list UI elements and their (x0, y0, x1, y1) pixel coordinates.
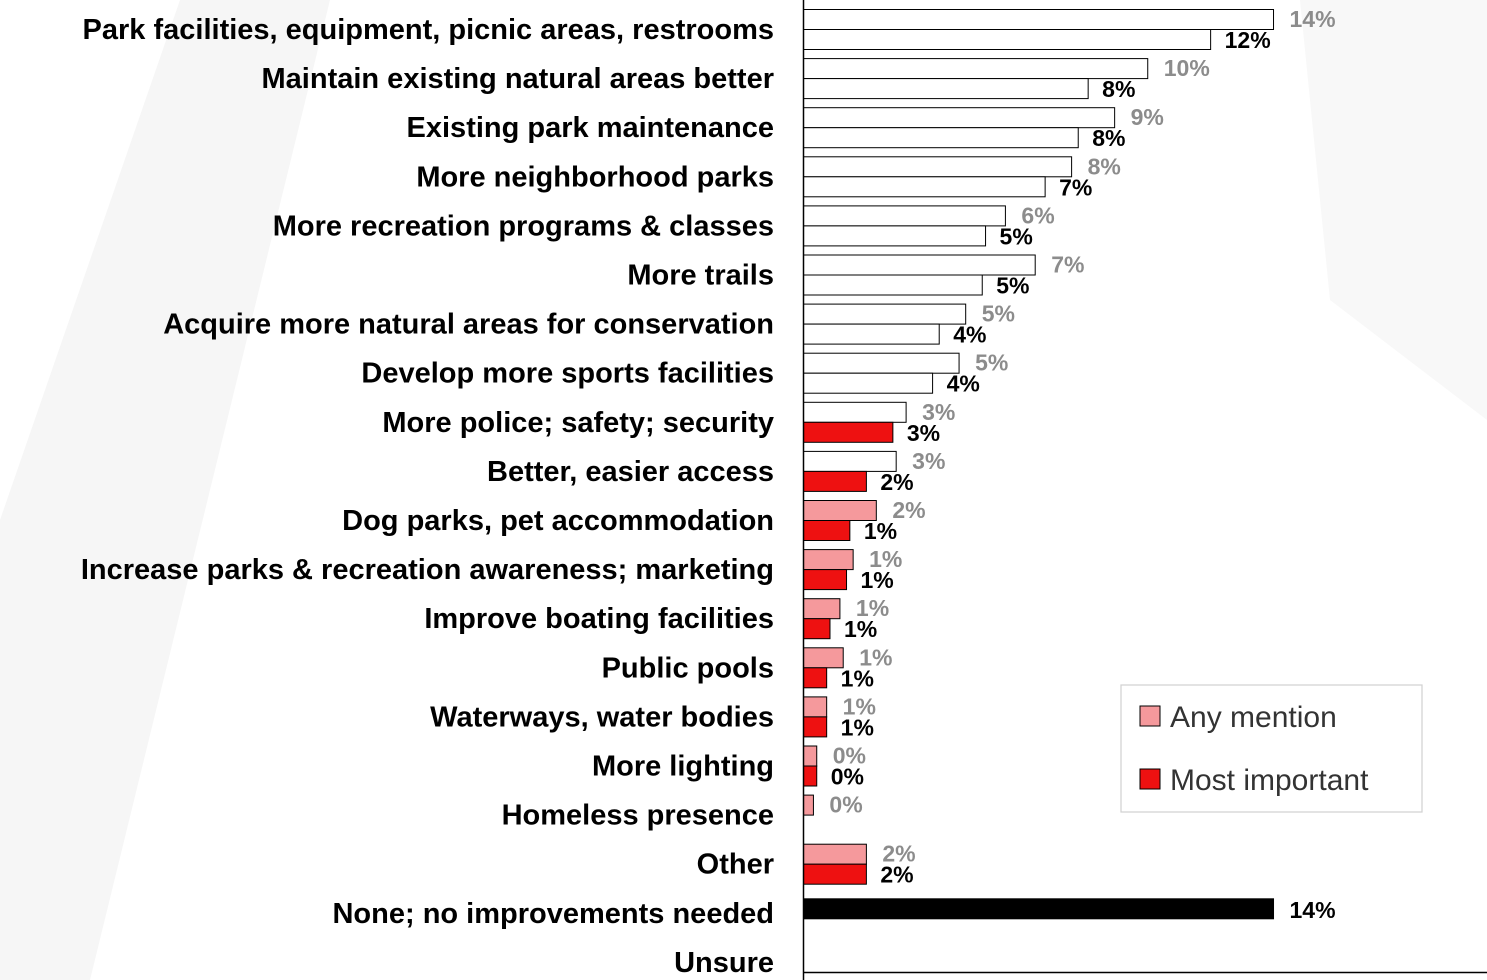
category-label-increase-parks-recreation-awareness-marketing: Increase parks & recreation awareness; m… (81, 554, 774, 586)
bar-any-mention-homeless-presence (803, 794, 814, 816)
bar-any-mention-improve-boating-facilities (803, 598, 841, 620)
category-label-none-no-improvements-needed: None; no improvements needed (332, 898, 774, 930)
category-label-acquire-more-natural-areas-for-conservation: Acquire more natural areas for conservat… (163, 309, 774, 341)
bar-any-mention-develop-more-sports-facilities (803, 352, 960, 374)
bar-most-important-increase-parks-recreation-awareness-marketing (803, 569, 848, 591)
data-label-any-mention-more-lighting: 0% (833, 743, 866, 769)
bar-most-important-existing-park-maintenance (803, 127, 1079, 149)
data-label-any-mention-park-facilities-equipment-picnic-areas-restrooms: 14% (1290, 6, 1336, 32)
bar-most-important-more-lighting (803, 765, 818, 787)
data-label-any-mention-existing-park-maintenance: 9% (1131, 104, 1164, 130)
legend-box (1120, 684, 1423, 813)
bar-any-mention-more-neighborhood-parks (803, 156, 1073, 178)
data-label-any-mention-acquire-more-natural-areas-for-conservation: 5% (982, 301, 1015, 327)
legend-label-most-important: Most important (1170, 764, 1369, 797)
data-label-any-mention-improve-boating-facilities: 1% (856, 595, 889, 621)
data-label-most-important-better-easier-access: 2% (880, 469, 913, 495)
bar-any-mention-more-lighting (803, 745, 818, 767)
data-label-any-mention-dog-parks-pet-accommodation: 2% (892, 497, 925, 523)
category-label-better-easier-access: Better, easier access (487, 456, 774, 488)
category-label-other: Other (697, 849, 774, 881)
bar-most-important-acquire-more-natural-areas-for-conservation (803, 323, 940, 345)
bar-any-mention-waterways-water-bodies (803, 696, 828, 718)
data-label-most-important-public-pools: 1% (841, 665, 874, 691)
legend-swatch-any-mention (1139, 705, 1161, 727)
data-label-most-important-develop-more-sports-facilities: 4% (947, 371, 980, 397)
data-label-most-important-acquire-more-natural-areas-for-conservation: 4% (953, 322, 986, 348)
data-label-any-mention-more-police-safety-security: 3% (922, 399, 955, 425)
bar-most-important-waterways-water-bodies (803, 716, 828, 738)
bar-any-mention-public-pools (803, 647, 844, 669)
data-label-most-important-more-lighting: 0% (831, 764, 864, 790)
category-label-existing-park-maintenance: Existing park maintenance (407, 112, 774, 144)
bar-any-mention-more-police-safety-security (803, 401, 907, 423)
category-label-public-pools: Public pools (602, 652, 774, 684)
data-label-any-mention-other: 2% (882, 841, 915, 867)
category-label-more-neighborhood-parks: More neighborhood parks (416, 161, 774, 193)
data-label-most-important-dog-parks-pet-accommodation: 1% (864, 518, 897, 544)
bar-most-important-develop-more-sports-facilities (803, 372, 934, 394)
data-label-most-important-existing-park-maintenance: 8% (1092, 125, 1125, 151)
data-label-any-mention-waterways-water-bodies: 1% (843, 693, 876, 719)
data-label-any-mention-more-trails: 7% (1051, 252, 1084, 278)
category-label-unsure: Unsure (674, 947, 774, 979)
data-label-any-mention-increase-parks-recreation-awareness-marketing: 1% (869, 546, 902, 572)
data-label-any-mention-homeless-presence: 0% (829, 792, 862, 818)
data-label-most-important-more-neighborhood-parks: 7% (1059, 174, 1092, 200)
bar-most-important-more-police-safety-security (803, 421, 894, 443)
category-label-develop-more-sports-facilities: Develop more sports facilities (361, 358, 774, 390)
bar-most-important-maintain-existing-natural-areas-better (803, 78, 1089, 100)
data-label-most-important-more-trails: 5% (996, 273, 1029, 299)
data-label-any-mention-develop-more-sports-facilities: 5% (975, 350, 1008, 376)
category-label-maintain-existing-natural-areas-better: Maintain existing natural areas better (262, 63, 774, 95)
bar-most-important-park-facilities-equipment-picnic-areas-restrooms (803, 29, 1212, 50)
bar-most-important-dog-parks-pet-accommodation (803, 520, 851, 541)
data-label-any-mention-maintain-existing-natural-areas-better: 10% (1164, 55, 1210, 81)
data-label-most-important-none-no-improvements-needed: 14% (1290, 897, 1336, 923)
category-label-improve-boating-facilities: Improve boating facilities (424, 603, 774, 635)
data-label-any-mention-better-easier-access: 3% (912, 448, 945, 474)
legend-label-any-mention: Any mention (1170, 701, 1337, 734)
category-label-more-trails: More trails (627, 260, 774, 292)
data-label-most-important-maintain-existing-natural-areas-better: 8% (1102, 76, 1135, 102)
category-label-more-lighting: More lighting (592, 751, 774, 783)
data-label-most-important-other: 2% (880, 862, 913, 888)
bar-most-important-public-pools (803, 667, 828, 689)
bar-any-mention-increase-parks-recreation-awareness-marketing (803, 549, 854, 571)
bar-most-important-more-recreation-programs-classes (803, 225, 987, 247)
data-label-most-important-more-police-safety-security: 3% (907, 420, 940, 446)
category-label-more-recreation-programs-classes: More recreation programs & classes (273, 210, 774, 242)
data-label-any-mention-more-recreation-programs-classes: 6% (1021, 202, 1054, 228)
data-label-most-important-park-facilities-equipment-picnic-areas-restrooms: 12% (1225, 27, 1271, 53)
data-label-most-important-improve-boating-facilities: 1% (844, 616, 877, 642)
bar-most-important-better-easier-access (803, 470, 867, 492)
category-label-dog-parks-pet-accommodation: Dog parks, pet accommodation (342, 505, 774, 537)
legend-swatch-most-important (1139, 768, 1161, 790)
category-label-park-facilities-equipment-picnic-areas-restrooms: Park facilities, equipment, picnic areas… (83, 14, 774, 46)
bar-any-mention-maintain-existing-natural-areas-better (803, 58, 1149, 80)
bar-any-mention-existing-park-maintenance (803, 107, 1116, 129)
data-label-most-important-waterways-water-bodies: 1% (841, 714, 874, 740)
bar-any-mention-other (803, 843, 867, 865)
data-label-most-important-more-recreation-programs-classes: 5% (1000, 223, 1033, 249)
category-label-waterways-water-bodies: Waterways, water bodies (430, 701, 774, 733)
data-label-any-mention-public-pools: 1% (859, 644, 892, 670)
bar-any-mention-acquire-more-natural-areas-for-conservation (803, 303, 967, 325)
bar-any-mention-more-recreation-programs-classes (803, 205, 1006, 227)
bar-any-mention-park-facilities-equipment-picnic-areas-restrooms (803, 9, 1275, 30)
bar-most-important-more-neighborhood-parks (803, 176, 1046, 198)
bar-most-important-more-trails (803, 274, 983, 296)
bar-most-important-improve-boating-facilities (803, 618, 831, 640)
data-label-most-important-increase-parks-recreation-awareness-marketing: 1% (861, 567, 894, 593)
legend: Any mention Most important (1120, 684, 1423, 813)
category-label-homeless-presence: Homeless presence (502, 800, 774, 832)
bar-most-important-none-no-improvements-needed (803, 898, 1275, 920)
bar-most-important-other (803, 863, 867, 885)
category-label-more-police-safety-security: More police; safety; security (382, 407, 774, 439)
data-label-any-mention-more-neighborhood-parks: 8% (1088, 153, 1121, 179)
